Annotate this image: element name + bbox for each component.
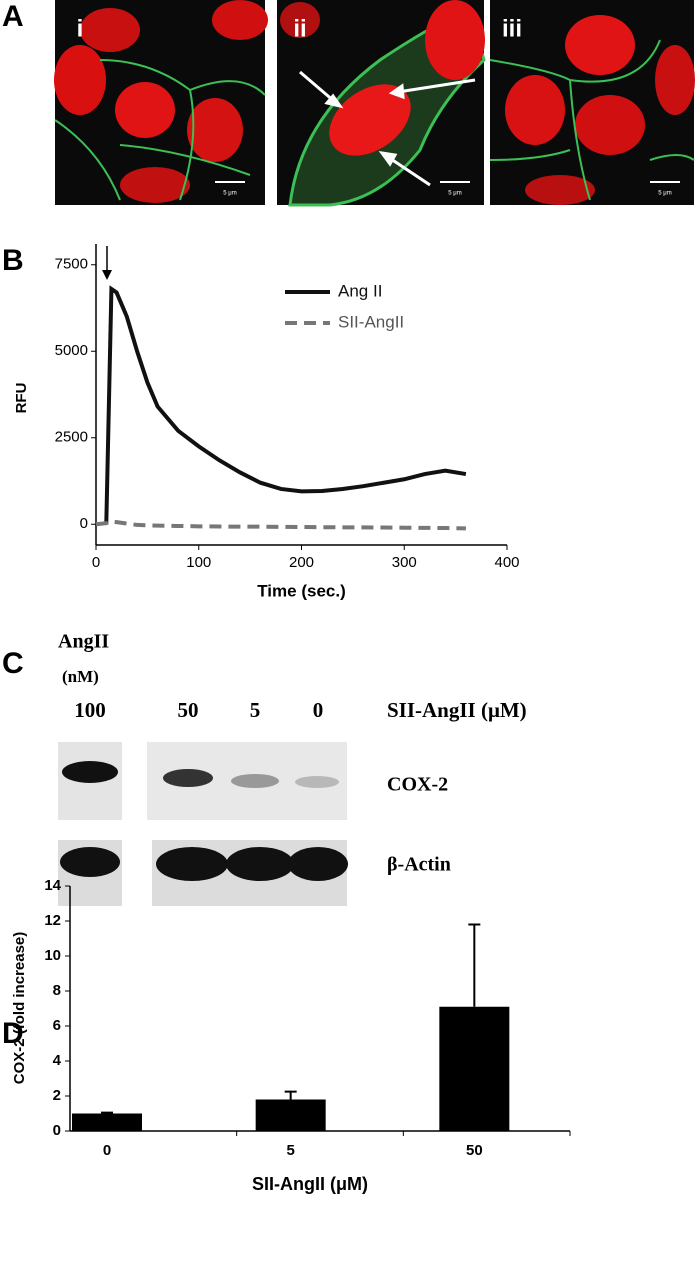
blot-label: AngII — [58, 631, 109, 653]
dose-label: 100 — [74, 698, 106, 722]
y-tick-label: 4 — [53, 1052, 62, 1069]
y-tick-label: 0 — [53, 1122, 61, 1139]
y-axis-label: RFU — [13, 383, 30, 414]
y-tick-label: 2500 — [55, 429, 88, 446]
y-tick-label: 14 — [44, 877, 61, 894]
x-tick-label: 400 — [494, 554, 519, 571]
x-tick-label: 0 — [103, 1142, 111, 1159]
y-tick-label: 7500 — [55, 256, 88, 273]
panel-label: B — [2, 244, 24, 277]
x-axis-label: Time (sec.) — [257, 581, 346, 600]
panel-label: A — [2, 0, 24, 33]
micrograph-i — [54, 0, 268, 205]
micrograph-iii — [489, 0, 695, 205]
x-tick-label: 300 — [392, 554, 417, 571]
x-tick-label: 100 — [186, 554, 211, 571]
dose-label: 5 — [250, 698, 261, 722]
y-tick-label: 10 — [44, 947, 61, 964]
image-label: ii — [293, 15, 306, 42]
band-label: COX-2 — [387, 774, 448, 796]
bar — [72, 1113, 142, 1131]
bar — [439, 1006, 510, 1131]
image-label: i — [77, 15, 84, 42]
scale-bar-label: 5 μm — [223, 191, 236, 197]
y-axis-label: COX-2 (fold increase) — [11, 932, 28, 1085]
scale-bar-label: 5 μm — [448, 191, 461, 197]
blot-label: SII-AngII (μM) — [387, 698, 527, 722]
y-tick-label: 0 — [80, 515, 88, 532]
y-tick-label: 5000 — [55, 342, 88, 359]
band-label: β-Actin — [387, 854, 451, 876]
blot-label: (nM) — [62, 667, 99, 686]
legend-label: SII-AngII — [338, 312, 404, 331]
dose-label: 50 — [178, 698, 199, 722]
x-tick-label: 200 — [289, 554, 314, 571]
dose-label: 0 — [313, 698, 324, 722]
scale-bar-label: 5 μm — [658, 191, 671, 197]
x-axis-label: SII-AngII (μM) — [252, 1174, 368, 1194]
y-tick-label: 8 — [53, 982, 61, 999]
micrograph-ii — [277, 0, 486, 207]
image-label: iii — [502, 15, 522, 42]
y-tick-label: 6 — [53, 1017, 61, 1034]
x-tick-label: 50 — [466, 1142, 483, 1159]
series-line — [95, 519, 466, 531]
western-blot — [58, 742, 348, 906]
panel-label: C — [2, 647, 24, 680]
x-tick-label: 5 — [286, 1142, 294, 1159]
panel-label: D — [2, 1017, 24, 1050]
x-tick-label: 0 — [92, 554, 100, 571]
series-line — [104, 285, 467, 525]
bar — [255, 1099, 326, 1131]
y-tick-label: 12 — [44, 912, 61, 929]
y-tick-label: 2 — [53, 1087, 61, 1104]
legend-label: Ang II — [338, 281, 382, 300]
arrow-head — [102, 270, 112, 280]
